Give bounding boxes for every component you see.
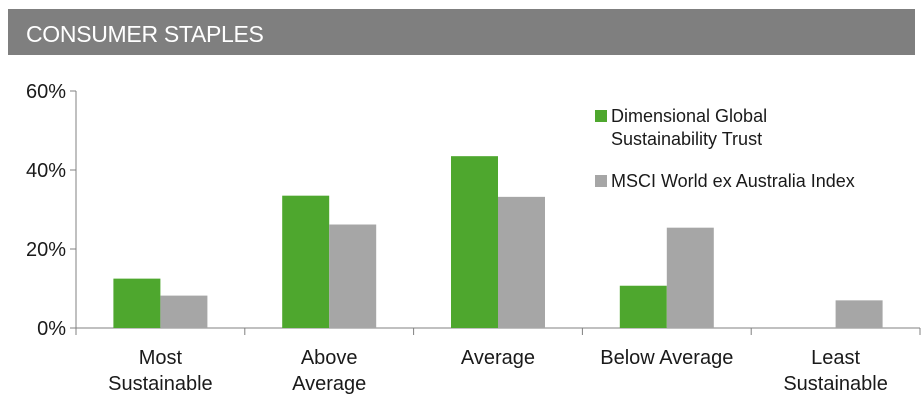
x-category-label: Average <box>461 347 535 369</box>
bar-series-1 <box>113 278 161 328</box>
bar-series-2 <box>835 300 883 328</box>
bars <box>113 156 883 328</box>
bar-series-1 <box>282 195 330 328</box>
x-category-label: Above Average <box>292 347 366 395</box>
bar-series-1 <box>451 156 498 328</box>
y-tick-label: 60% <box>26 81 66 103</box>
y-tick-label: 20% <box>26 239 66 261</box>
legend-entry: MSCI World ex Australia Index <box>611 171 855 191</box>
legend-swatch <box>595 175 607 187</box>
bar-series-2 <box>160 295 208 328</box>
x-category-label: Below Average <box>600 347 733 369</box>
legend: Dimensional Global Sustainability Trust MS… <box>595 106 855 191</box>
legend-entry: Dimensional Global Sustainability Trust <box>611 106 767 149</box>
bar-series-2 <box>498 196 545 328</box>
x-axis: Most Sustainable Above Average Average Below … <box>75 327 921 395</box>
bar-series-1 <box>619 285 667 328</box>
y-tick-label: 40% <box>26 160 66 182</box>
bar-series-2 <box>666 227 714 328</box>
chart-header: CONSUMER STAPLES <box>8 9 915 55</box>
x-category-label: Least Sustainable <box>783 347 888 395</box>
chart-title: CONSUMER STAPLES <box>26 21 264 47</box>
x-category-label: Most Sustainable <box>108 347 213 395</box>
y-axis: 0% 20% 40% 60% <box>26 81 77 340</box>
legend-swatch <box>595 110 607 122</box>
bar-series-2 <box>329 224 377 328</box>
y-tick-label: 0% <box>37 318 66 340</box>
